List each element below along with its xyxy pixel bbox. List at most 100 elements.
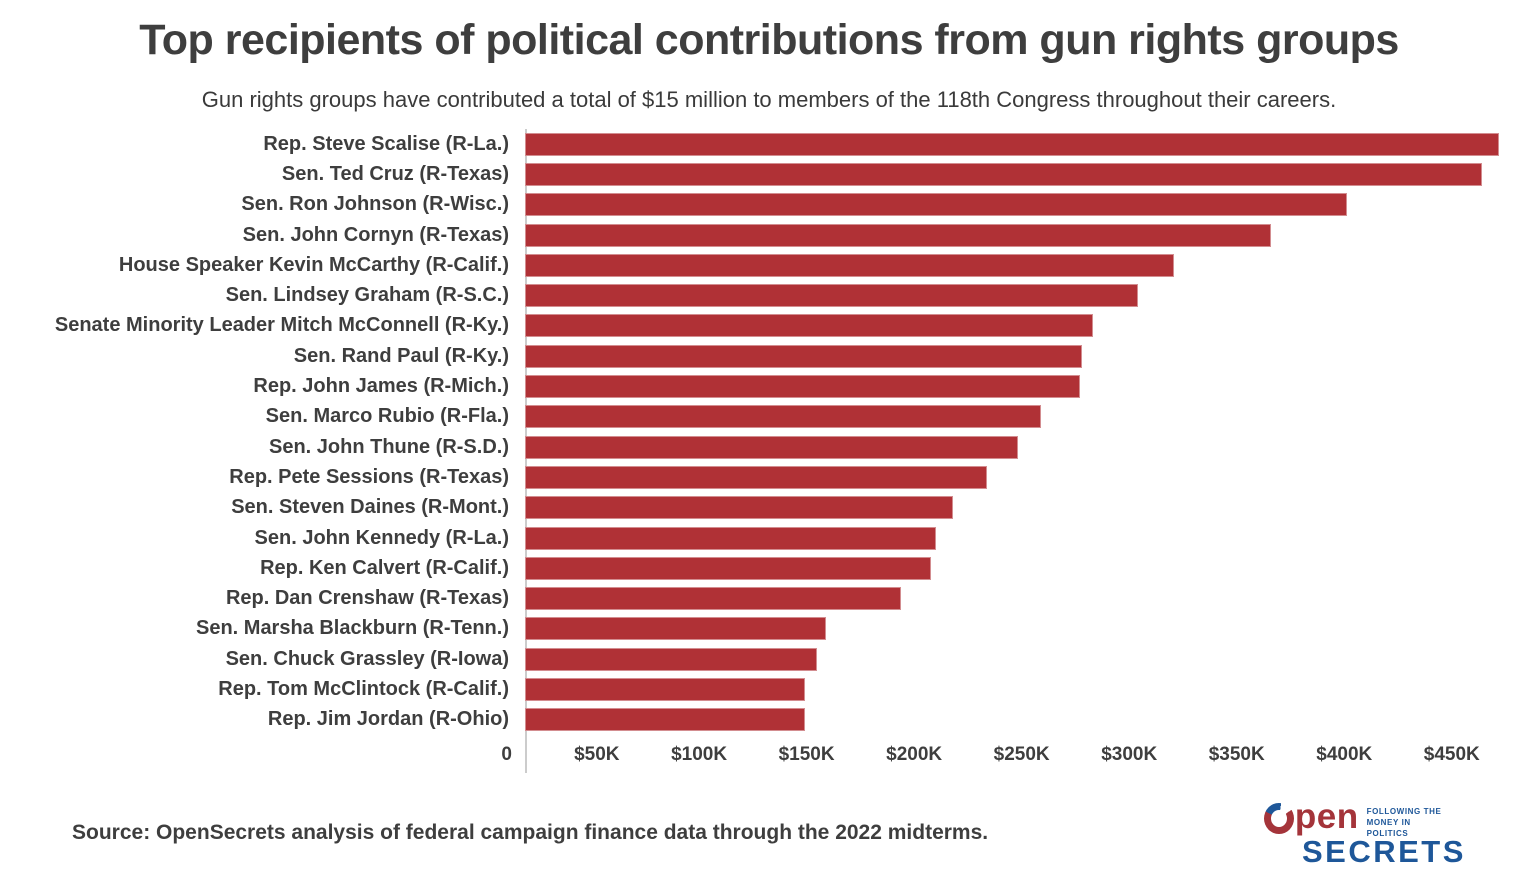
y-axis-label: Sen. Rand Paul (R-Ky.) bbox=[293, 344, 509, 367]
x-axis-spacer bbox=[0, 735, 525, 773]
bar-area bbox=[525, 284, 1510, 308]
x-axis-tick-label: $200K bbox=[886, 743, 943, 765]
bar-row: Rep. Steve Scalise (R-La.) bbox=[0, 129, 1510, 159]
bar-row: Rep. Tom McClintock (R-Calif.) bbox=[0, 674, 1510, 704]
source-note: Source: OpenSecrets analysis of federal … bbox=[72, 821, 989, 845]
bar-row: Sen. Marco Rubio (R-Fla.) bbox=[0, 402, 1510, 432]
bar-row: Rep. Ken Calvert (R-Calif.) bbox=[0, 553, 1510, 583]
y-axis-label: Rep. Jim Jordan (R-Ohio) bbox=[267, 708, 509, 731]
opensecrets-tagline: FOLLOWING THE MONEY IN POLITICS bbox=[1367, 807, 1452, 839]
bar-area bbox=[525, 617, 1510, 641]
x-axis-tick-label: $150K bbox=[778, 743, 835, 765]
y-axis-label: Sen. Chuck Grassley (R-Iowa) bbox=[225, 647, 509, 670]
bar-row: Sen. Lindsey Graham (R-S.C.) bbox=[0, 280, 1510, 310]
bar bbox=[525, 344, 1083, 368]
bar bbox=[525, 647, 818, 671]
y-axis-label: Sen. John Kennedy (R-La.) bbox=[254, 526, 509, 549]
bar bbox=[525, 405, 1042, 429]
y-axis-label: Sen. John Thune (R-S.D.) bbox=[269, 435, 509, 458]
bar-row: Rep. Dan Crenshaw (R-Texas) bbox=[0, 583, 1510, 613]
bar-area bbox=[525, 556, 1510, 580]
opensecrets-logo-top: pen FOLLOWING THE MONEY IN POLITICS bbox=[1264, 799, 1452, 839]
bar-row: Senate Minority Leader Mitch McConnell (… bbox=[0, 311, 1510, 341]
x-axis: 0 $50K $100K $150K $200K $250K $300K $350K $400K… bbox=[0, 735, 1510, 773]
bar-row: Rep. John James (R-Mich.) bbox=[0, 371, 1510, 401]
x-axis-tick-area: 0 $50K $100K $150K $200K $250K $300K $350K $400K… bbox=[501, 735, 1510, 773]
bar bbox=[525, 496, 953, 520]
y-axis-label: Rep. John James (R-Mich.) bbox=[253, 375, 509, 398]
opensecrets-open-text: pen bbox=[1294, 796, 1359, 836]
y-axis-label: Rep. Pete Sessions (R-Texas) bbox=[229, 465, 509, 488]
y-axis-label: Rep. Dan Crenshaw (R-Texas) bbox=[225, 587, 509, 610]
footer: Source: OpenSecrets analysis of federal … bbox=[0, 799, 1538, 867]
bar-row: Sen. Marsha Blackburn (R-Tenn.) bbox=[0, 614, 1510, 644]
opensecrets-secrets-text: SECRETS bbox=[1302, 834, 1466, 870]
bar-chart: Rep. Steve Scalise (R-La.) Sen. Ted Cruz … bbox=[0, 129, 1538, 773]
bar bbox=[525, 132, 1500, 156]
x-axis-tick-label: $50K bbox=[574, 743, 620, 765]
bar-area bbox=[525, 526, 1510, 550]
y-axis-label: Sen. Marsha Blackburn (R-Tenn.) bbox=[195, 617, 509, 640]
bar bbox=[525, 223, 1272, 247]
bars-container: Rep. Steve Scalise (R-La.) Sen. Ted Cruz … bbox=[0, 129, 1510, 735]
bar bbox=[525, 435, 1018, 459]
y-axis-label: Rep. Ken Calvert (R-Calif.) bbox=[260, 556, 509, 579]
tagline-line-2: MONEY IN POLITICS bbox=[1366, 817, 1411, 838]
bar-area bbox=[525, 465, 1510, 489]
bar-row: Sen. John Cornyn (R-Texas) bbox=[0, 220, 1510, 250]
bar-area bbox=[525, 647, 1510, 671]
bar bbox=[525, 284, 1138, 308]
bar-row: Sen. John Thune (R-S.D.) bbox=[0, 432, 1510, 462]
bar bbox=[525, 375, 1080, 399]
y-axis-label: Rep. Steve Scalise (R-La.) bbox=[263, 132, 509, 155]
bar-row: Sen. Steven Daines (R-Mont.) bbox=[0, 493, 1510, 523]
bar bbox=[525, 556, 932, 580]
chart-title: Top recipients of political contribution… bbox=[139, 16, 1399, 64]
y-axis-label: Rep. Tom McClintock (R-Calif.) bbox=[218, 677, 509, 700]
x-axis-tick-label: $100K bbox=[671, 743, 728, 765]
bar-row: Sen. Rand Paul (R-Ky.) bbox=[0, 341, 1510, 371]
bar-area bbox=[525, 132, 1510, 156]
bar-row: House Speaker Kevin McCarthy (R-Calif.) bbox=[0, 250, 1510, 280]
bar-area bbox=[525, 677, 1510, 701]
bar bbox=[525, 617, 827, 641]
bar-row: Rep. Jim Jordan (R-Ohio) bbox=[0, 705, 1510, 735]
tagline-line-1: FOLLOWING THE bbox=[1366, 806, 1442, 816]
x-axis-tick-label: $400K bbox=[1316, 743, 1373, 765]
y-axis-label: Sen. Steven Daines (R-Mont.) bbox=[231, 496, 509, 519]
y-axis-label: Sen. Ted Cruz (R-Texas) bbox=[281, 162, 509, 185]
bar-area bbox=[525, 405, 1510, 429]
bar bbox=[525, 193, 1347, 217]
bar-row: Sen. Ron Johnson (R-Wisc.) bbox=[0, 190, 1510, 220]
bar-area bbox=[525, 162, 1510, 186]
bar-row: Sen. Ted Cruz (R-Texas) bbox=[0, 159, 1510, 189]
x-axis-tick-label: $250K bbox=[993, 743, 1050, 765]
bar-area bbox=[525, 708, 1510, 732]
opensecrets-logo: pen FOLLOWING THE MONEY IN POLITICS SECR… bbox=[1264, 799, 1466, 870]
x-axis-tick-label: $450K bbox=[1423, 743, 1480, 765]
bar-row: Sen. John Kennedy (R-La.) bbox=[0, 523, 1510, 553]
y-axis-label: Sen. John Cornyn (R-Texas) bbox=[242, 223, 509, 246]
bar-row: Rep. Pete Sessions (R-Texas) bbox=[0, 462, 1510, 492]
x-axis-tick-label: $300K bbox=[1101, 743, 1158, 765]
bar-area bbox=[525, 344, 1510, 368]
bar-area bbox=[525, 253, 1510, 277]
bar-row: Sen. Chuck Grassley (R-Iowa) bbox=[0, 644, 1510, 674]
bar-area bbox=[525, 375, 1510, 399]
chart-subtitle: Gun rights groups have contributed a tot… bbox=[201, 87, 1337, 112]
bar-area bbox=[525, 193, 1510, 217]
bar-area bbox=[525, 435, 1510, 459]
y-axis-label: Sen. Lindsey Graham (R-S.C.) bbox=[225, 284, 509, 307]
bar bbox=[525, 708, 805, 732]
bar bbox=[525, 526, 936, 550]
x-axis-tick-label: 0 bbox=[501, 743, 512, 765]
x-axis-tick-label: $350K bbox=[1208, 743, 1265, 765]
opensecrets-o-icon bbox=[1264, 802, 1294, 834]
bar bbox=[525, 314, 1093, 338]
bar-area bbox=[525, 587, 1510, 611]
bar-area bbox=[525, 496, 1510, 520]
bar bbox=[525, 587, 902, 611]
bar bbox=[525, 465, 988, 489]
y-axis-label: House Speaker Kevin McCarthy (R-Calif.) bbox=[118, 253, 509, 276]
